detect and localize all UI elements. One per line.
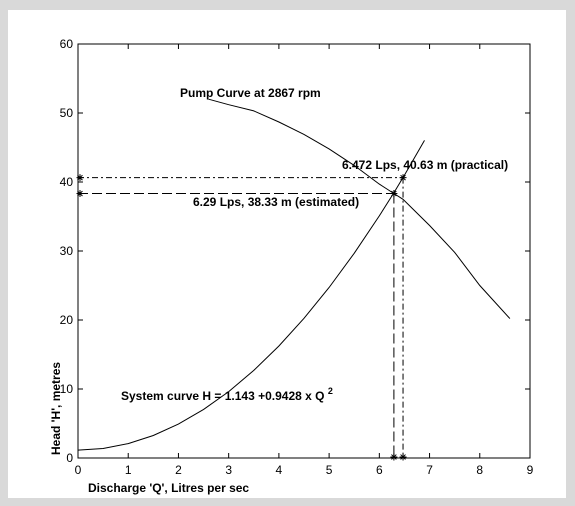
estimated-x-axis-marker bbox=[390, 453, 398, 461]
x-tick-label: 1 bbox=[125, 463, 132, 477]
system-curve-label-exponent: 2 bbox=[328, 386, 333, 396]
y-tick-label: 0 bbox=[66, 451, 73, 465]
y-tick-label: 60 bbox=[60, 37, 74, 51]
operating-point-markers bbox=[76, 174, 407, 461]
plot-area bbox=[77, 43, 531, 459]
estimated-point-label: 6.29 Lps, 38.33 m (estimated) bbox=[193, 195, 359, 209]
pump-curve-label: Pump Curve at 2867 rpm bbox=[180, 86, 321, 100]
system-curve-label-text: System curve H = 1.143 +0.9428 x Q bbox=[121, 389, 324, 403]
y-tick-label: 30 bbox=[60, 244, 74, 258]
x-tick-label: 4 bbox=[276, 463, 283, 477]
series-lines bbox=[77, 98, 511, 451]
estimated-y-axis-marker bbox=[76, 190, 84, 198]
estimated-point-marker bbox=[390, 190, 398, 198]
x-tick-label: 8 bbox=[476, 463, 483, 477]
system-curve-label: System curve H = 1.143 +0.9428 x Q 2 bbox=[121, 386, 333, 403]
practical-x-axis-marker bbox=[399, 453, 407, 461]
pump-curve-line bbox=[208, 98, 511, 319]
x-tick-label: 6 bbox=[376, 463, 383, 477]
x-tick-label: 2 bbox=[175, 463, 182, 477]
x-axis-title: Discharge 'Q', Litres per sec bbox=[88, 481, 249, 495]
y-tick-label: 50 bbox=[60, 106, 74, 120]
y-axis-title: Head 'H', metres bbox=[49, 362, 63, 455]
y-tick-label: 20 bbox=[60, 313, 74, 327]
y-tick-label: 40 bbox=[60, 175, 74, 189]
practical-y-axis-marker bbox=[76, 174, 84, 182]
practical-point-marker bbox=[399, 174, 407, 182]
x-tick-label: 3 bbox=[225, 463, 232, 477]
y-tick-label: 10 bbox=[60, 382, 74, 396]
axis-ticks: 0 1 2 3 4 5 6 7 8 9 0 10 20 30 40 50 60 bbox=[60, 37, 534, 477]
x-tick-label: 9 bbox=[527, 463, 534, 477]
system-curve-line bbox=[77, 140, 425, 451]
operating-point-guides bbox=[78, 177, 404, 458]
x-tick-label: 7 bbox=[426, 463, 433, 477]
x-tick-label: 0 bbox=[75, 463, 82, 477]
x-tick-label: 5 bbox=[326, 463, 333, 477]
practical-point-label: 6.472 Lps, 40.63 m (practical) bbox=[342, 158, 508, 172]
